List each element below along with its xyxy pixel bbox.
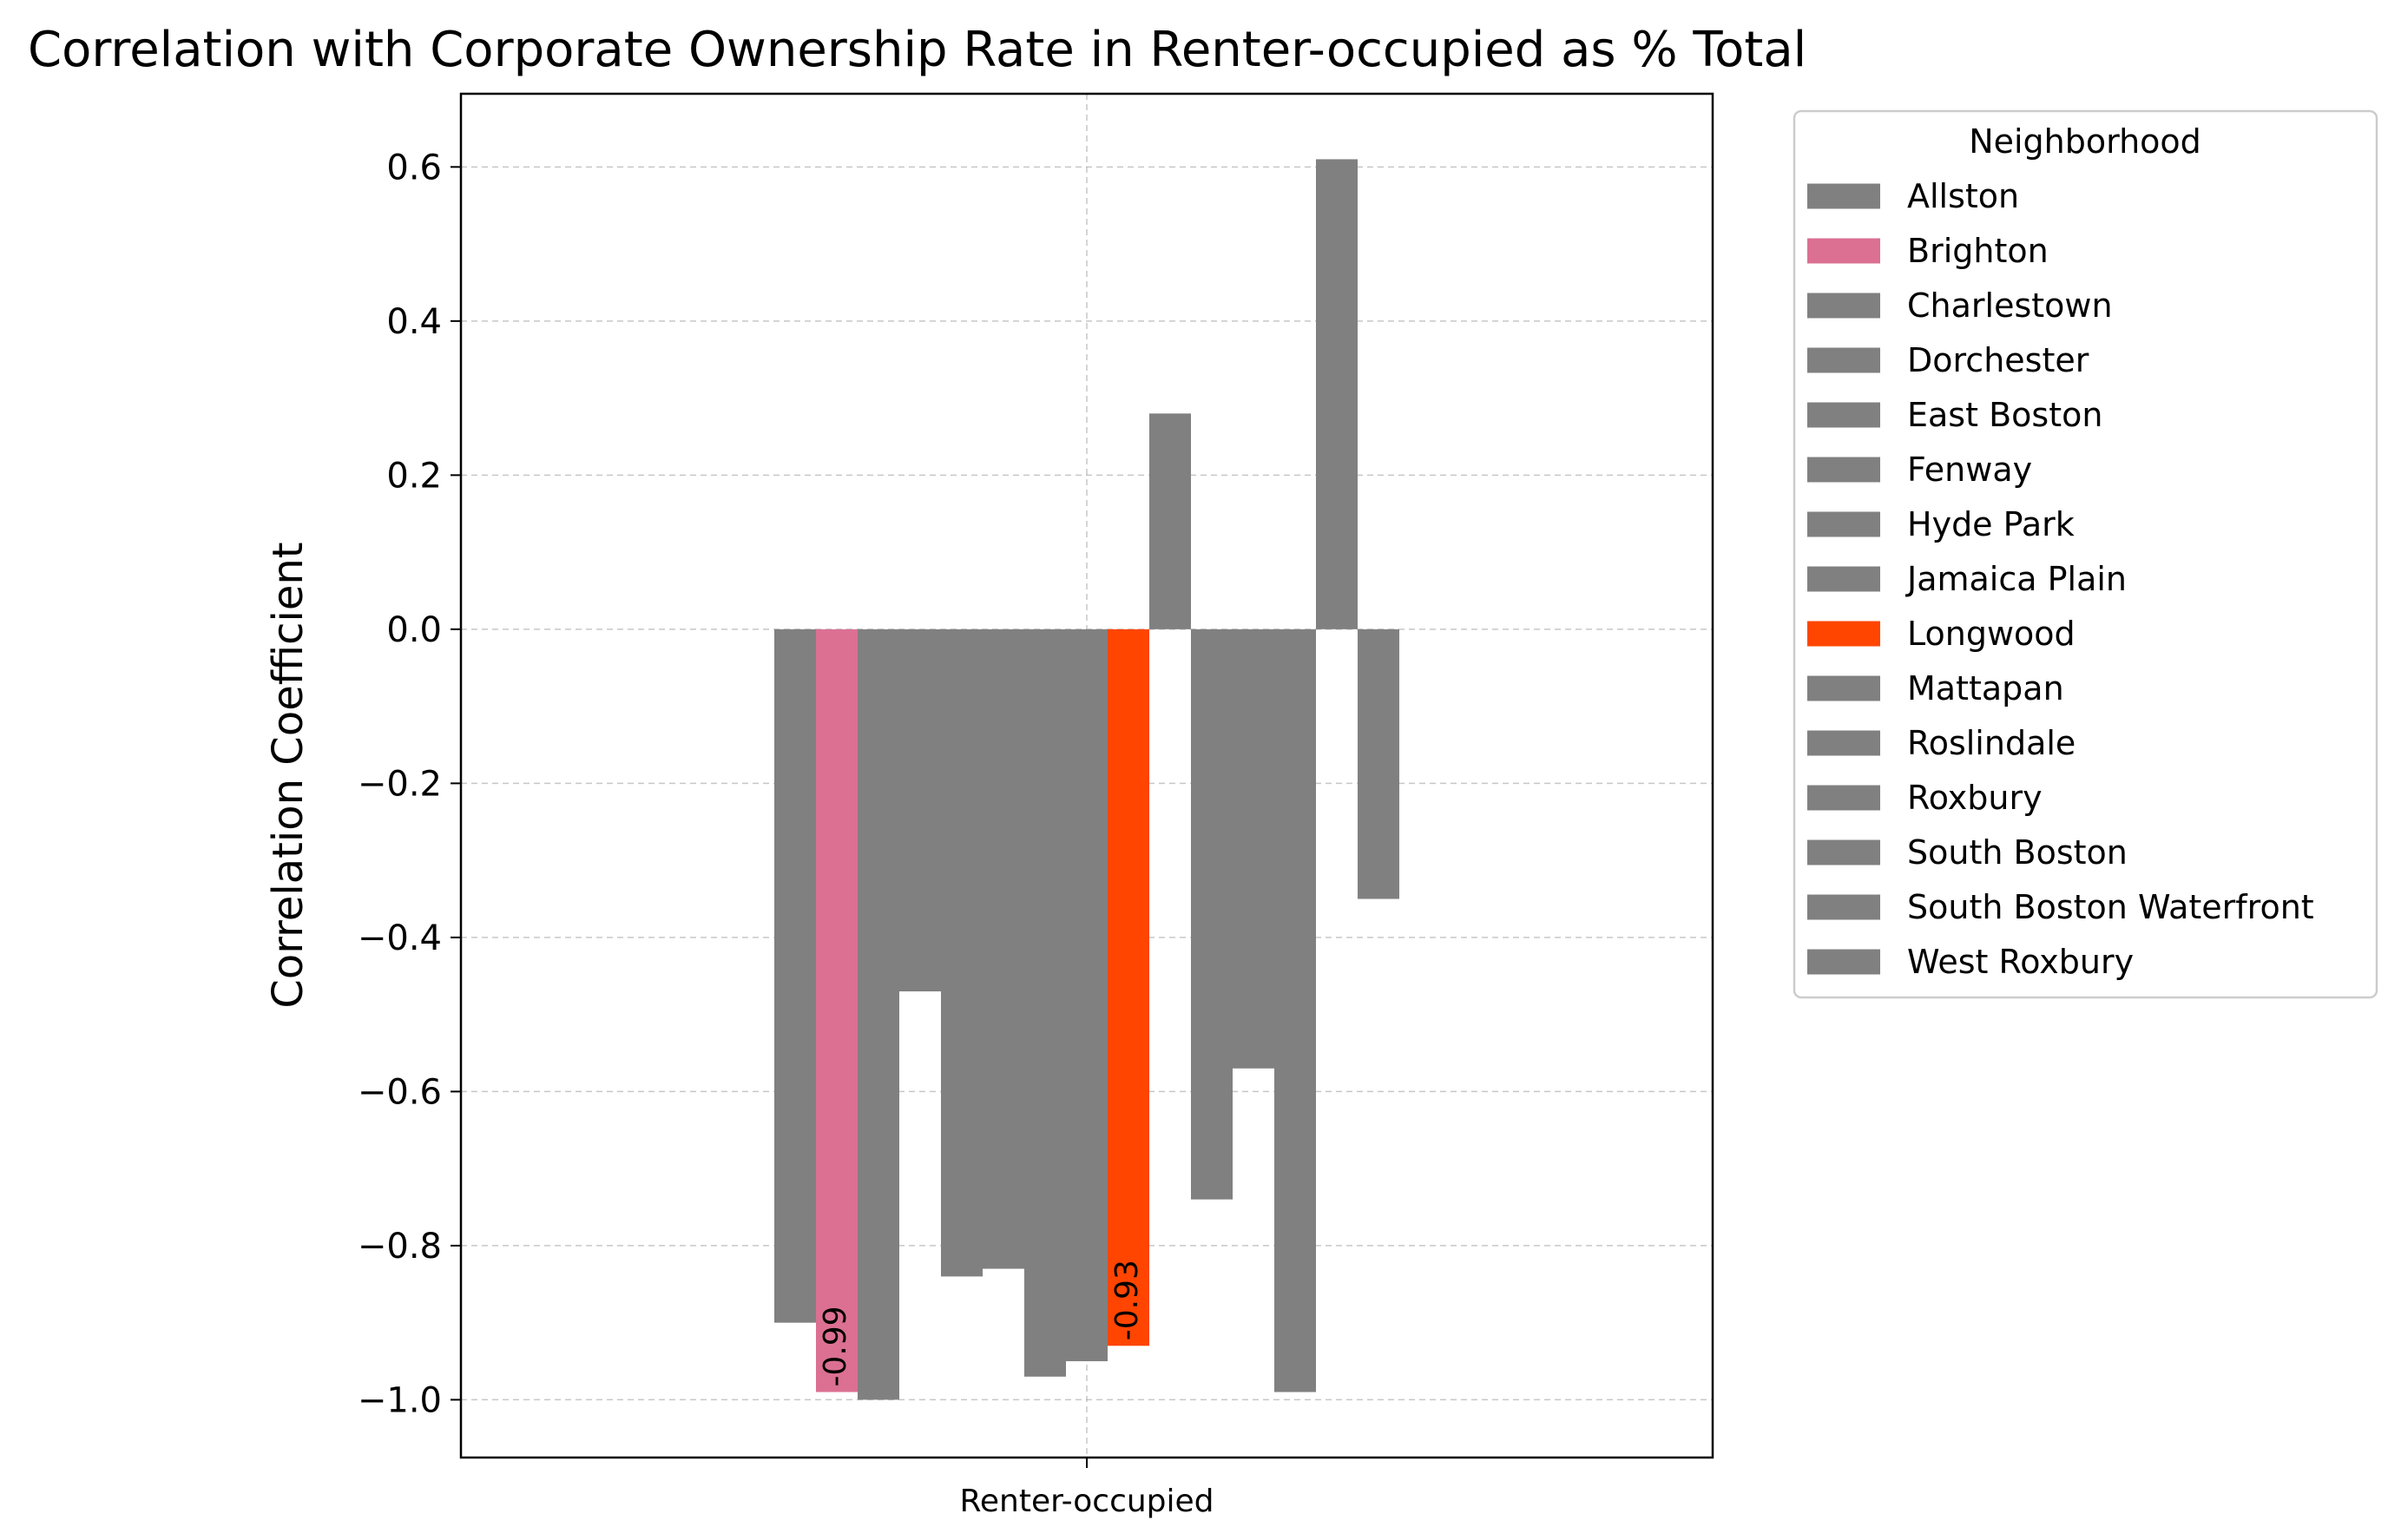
y-tick-label: −0.4 — [358, 918, 442, 958]
legend-swatch-longwood — [1807, 621, 1880, 647]
x-axis: Renter-occupied — [959, 1458, 1214, 1519]
legend-title: Neighborhood — [1969, 122, 2201, 161]
legend-swatch-allston — [1807, 183, 1880, 209]
legend-swatch-dorchester — [1807, 347, 1880, 373]
legend-label-roslindale: Roslindale — [1907, 724, 2076, 762]
legend-label-dorchester: Dorchester — [1907, 341, 2089, 379]
bar-hyde-park — [1024, 629, 1066, 1377]
bar-south-boston-waterfront — [1316, 159, 1358, 629]
y-tick-label: 0.2 — [386, 456, 442, 496]
legend-label-hyde-park: Hyde Park — [1907, 505, 2075, 543]
legend-swatch-jamaica-plain — [1807, 566, 1880, 592]
bar-label-longwood: -0.93 — [1109, 1260, 1145, 1340]
legend-label-jamaica-plain: Jamaica Plain — [1905, 560, 2127, 598]
bar-roslindale — [1191, 629, 1233, 1200]
legend-label-charlestown: Charlestown — [1907, 286, 2113, 325]
x-tick-label: Renter-occupied — [959, 1484, 1214, 1519]
bar-roxbury — [1233, 629, 1274, 1069]
legend-swatch-roslindale — [1807, 730, 1880, 756]
legend: Neighborhood Allston Brighton Charlestown D… — [1793, 109, 2378, 999]
legend-label-west-roxbury: West Roxbury — [1907, 943, 2134, 981]
bar-charlestown — [858, 629, 899, 1400]
bar-longwood — [1108, 629, 1149, 1346]
legend-frame — [1793, 109, 2378, 999]
legend-label-east-boston: East Boston — [1907, 396, 2102, 434]
y-tick-label: −1.0 — [358, 1380, 442, 1420]
bar-label-brighton: -0.99 — [818, 1306, 853, 1386]
legend-label-fenway: Fenway — [1907, 451, 2032, 489]
y-tick-label: 0.0 — [386, 610, 442, 650]
legend-label-longwood: Longwood — [1907, 615, 2076, 653]
y-tick-label: −0.8 — [358, 1227, 442, 1267]
legend-label-brighton: Brighton — [1907, 232, 2049, 270]
bar-mattapan — [1149, 413, 1191, 629]
legend-swatch-mattapan — [1807, 675, 1880, 701]
y-tick-label: 0.4 — [386, 302, 442, 342]
legend-swatch-brighton — [1807, 238, 1880, 264]
bar-fenway — [983, 629, 1024, 1269]
bar-south-boston — [1274, 629, 1316, 1392]
chart-title: Correlation with Corporate Ownership Rat… — [28, 22, 1806, 78]
bar-labels: -0.99 -0.93 — [818, 1260, 1145, 1386]
bar-jamaica-plain — [1066, 629, 1108, 1362]
legend-label-mattapan: Mattapan — [1907, 669, 2064, 707]
legend-swatch-charlestown — [1807, 293, 1880, 319]
legend-swatch-south-boston — [1807, 839, 1880, 865]
legend-swatch-south-boston-waterfront — [1807, 894, 1880, 920]
legend-label-south-boston-waterfront: South Boston Waterfront — [1907, 888, 2314, 926]
legend-swatch-hyde-park — [1807, 511, 1880, 537]
y-axis: 0.6 0.4 0.2 0.0 −0.2 −0.4 −0.6 −0.8 −1.0 — [358, 148, 461, 1420]
legend-swatch-roxbury — [1807, 785, 1880, 811]
bar-allston — [774, 629, 816, 1323]
y-axis-label: Correlation Coefficient — [264, 542, 312, 1008]
legend-swatch-west-roxbury — [1807, 949, 1880, 975]
legend-label-roxbury: Roxbury — [1907, 779, 2043, 817]
bar-dorchester — [899, 629, 941, 992]
bar-west-roxbury — [1358, 629, 1399, 899]
legend-swatch-fenway — [1807, 457, 1880, 483]
y-tick-label: −0.2 — [358, 764, 442, 804]
bars — [774, 159, 1399, 1400]
legend-items: Allston Brighton Charlestown Dorchester East… — [1807, 177, 2314, 981]
y-tick-label: −0.6 — [358, 1072, 442, 1112]
legend-label-south-boston: South Boston — [1907, 833, 2128, 872]
y-tick-label: 0.6 — [386, 148, 442, 188]
bar-brighton — [816, 629, 858, 1392]
legend-swatch-east-boston — [1807, 402, 1880, 428]
bar-east-boston — [941, 629, 983, 1277]
legend-label-allston: Allston — [1907, 177, 2019, 215]
